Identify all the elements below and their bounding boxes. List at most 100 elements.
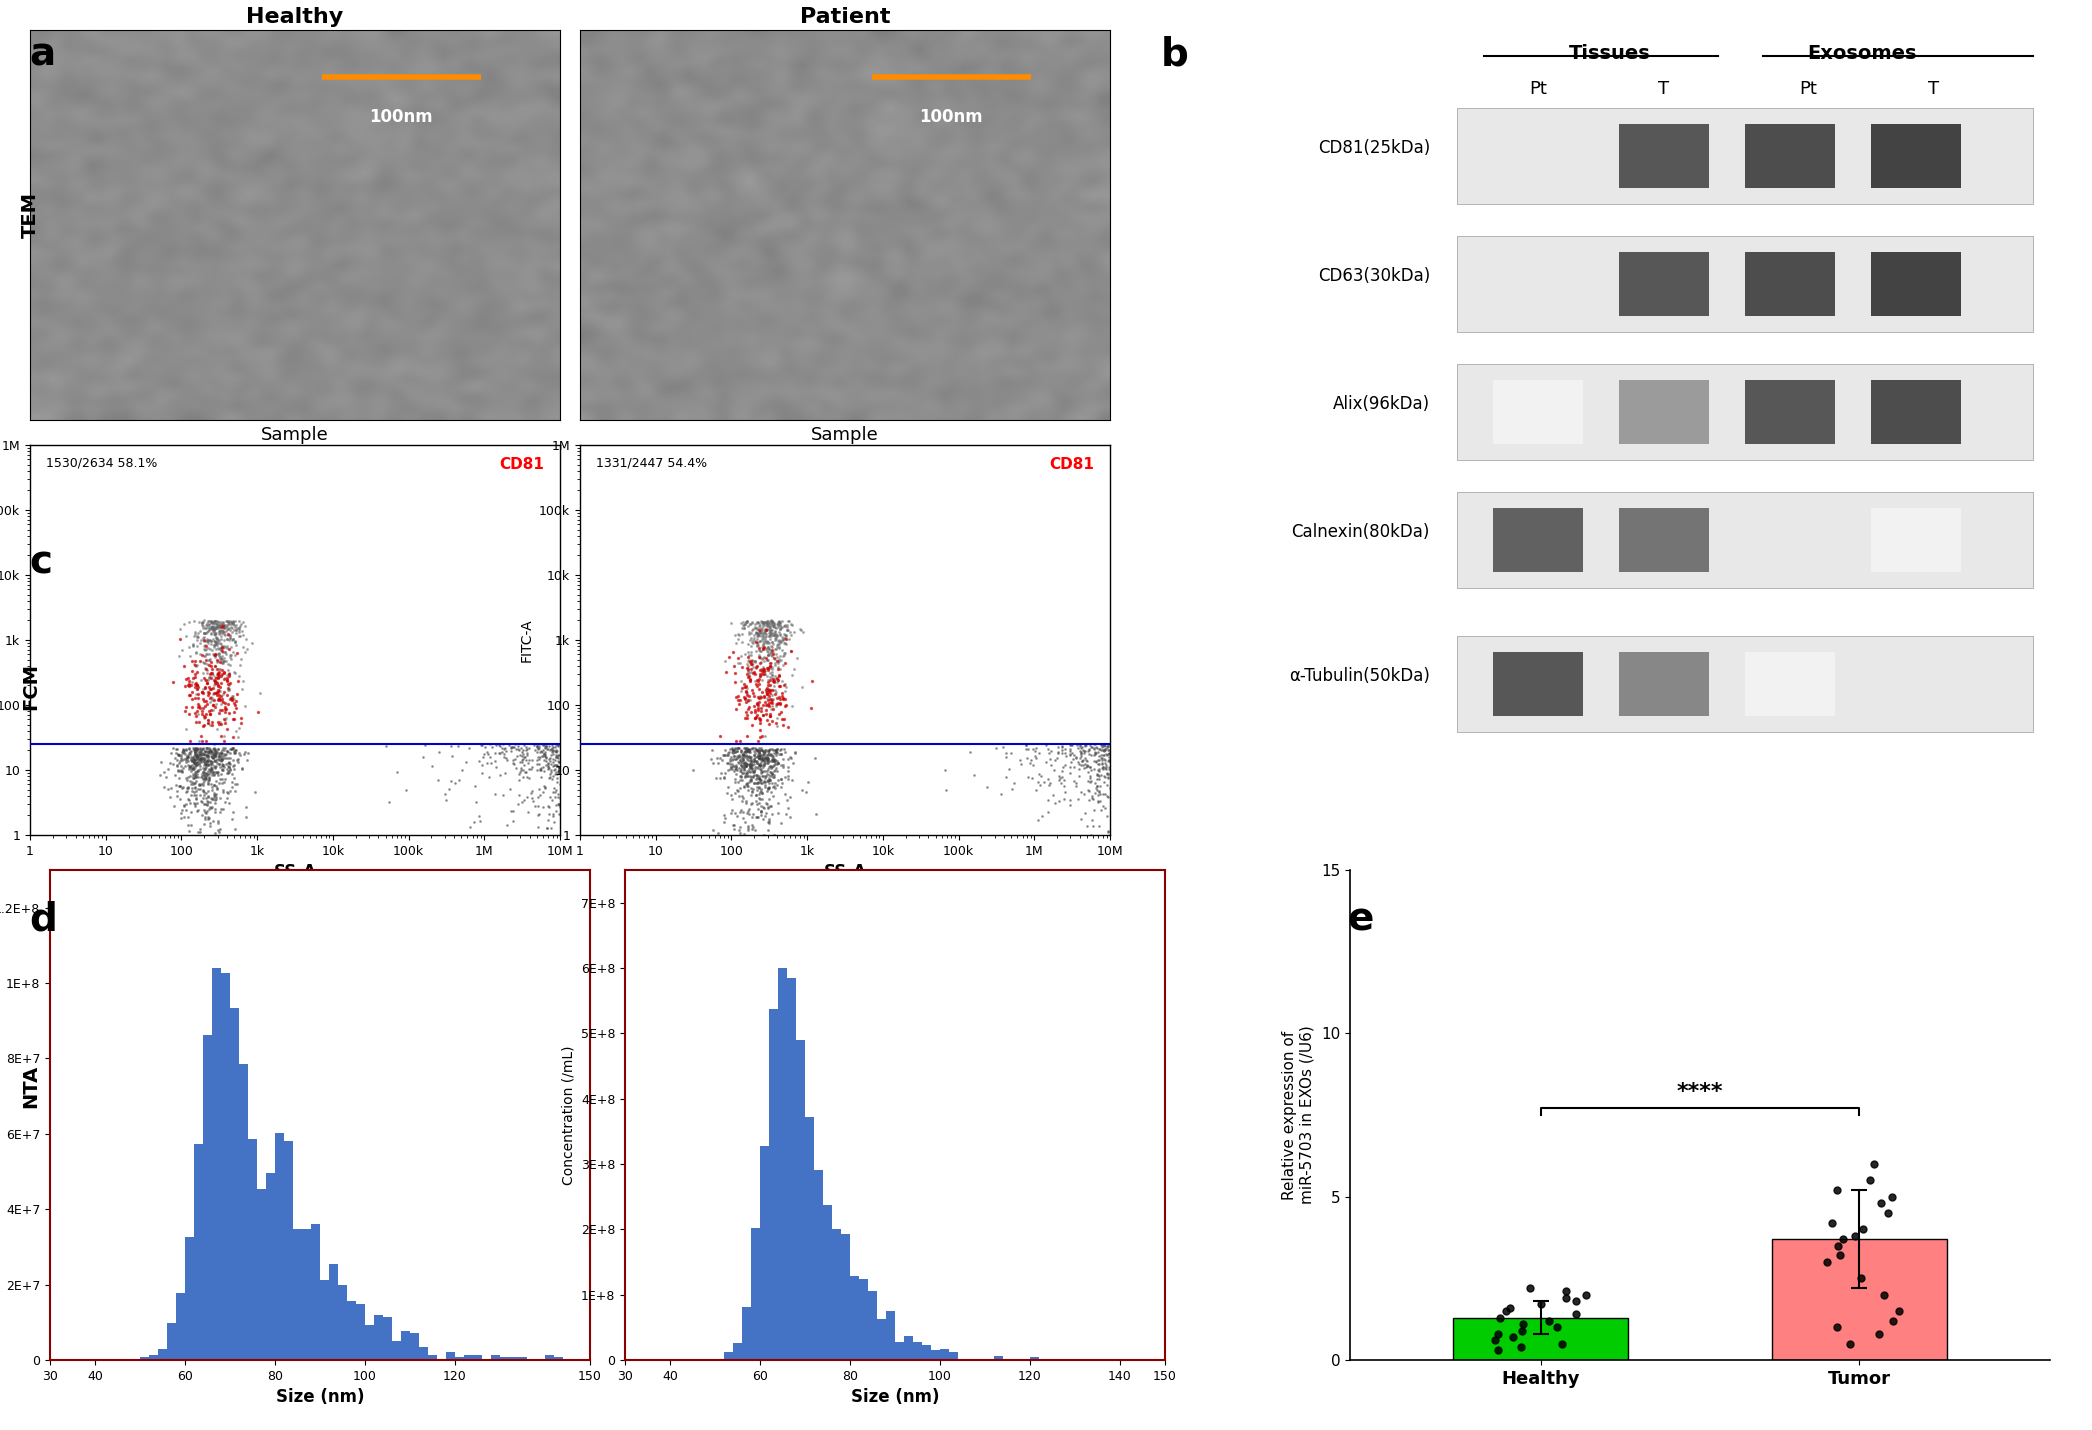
Point [761,759,795,782]
Bar [203,1035,211,1360]
Point [188,792,222,815]
Point [738,746,772,769]
Point [759,682,793,705]
Point [178,792,211,815]
Point [734,745,768,768]
Point [197,742,230,765]
Point [753,623,787,646]
Point [759,615,793,638]
Point [186,638,220,661]
Point [190,749,224,772]
Point [513,758,546,781]
Point [201,642,234,665]
Point [209,781,243,804]
Point [722,628,755,651]
Point [176,749,209,772]
Point [743,672,776,695]
Point [186,615,220,638]
Point [188,621,222,644]
Point [218,741,251,764]
Point [743,623,776,646]
Point [738,664,772,686]
Point [1822,1244,1856,1267]
Point [753,755,787,778]
Point [1084,746,1117,769]
Point [165,776,199,799]
Point [215,688,249,711]
Point [188,768,222,791]
Point [186,629,220,652]
Point [224,625,257,648]
Point [180,742,213,765]
Point [749,609,782,632]
Point [1092,749,1125,772]
Point [207,742,241,765]
Point [180,678,213,701]
Point [207,641,241,664]
Point [218,662,251,685]
Point [772,748,805,771]
Point [199,654,232,676]
Point [741,628,774,651]
Point [761,633,795,656]
Point [218,742,251,765]
Point [741,654,774,676]
Point [1052,794,1086,817]
Point [734,761,768,784]
Point [186,791,220,814]
Point [728,613,761,636]
Point [1010,746,1044,769]
Point [761,792,795,815]
Point [178,779,211,802]
Point [188,616,222,639]
Point [743,745,776,768]
Point [738,805,772,828]
Point [1088,748,1121,771]
Point [1079,776,1113,799]
Point [772,618,805,641]
Point [201,778,234,801]
Point [161,759,195,782]
Point [1042,741,1075,764]
Point [184,644,218,666]
Point [736,655,770,678]
Point [192,702,226,725]
Point [205,742,238,765]
Point [163,628,197,651]
Point [182,692,215,715]
Point [759,626,793,649]
Point [209,618,243,641]
Bar [895,1341,904,1360]
Point [205,671,238,694]
Point [764,688,797,711]
Point [192,807,226,829]
Point [473,734,506,756]
Point [768,626,801,649]
Bar [1619,380,1709,443]
Point [730,611,764,633]
Bar [851,1276,858,1360]
Point [751,689,784,712]
Point [753,749,787,772]
Point [755,613,789,636]
Point [764,645,797,668]
Point [1056,748,1090,771]
Point [176,772,209,795]
Point [699,766,732,789]
Point [190,764,224,786]
Point [226,623,259,646]
Point [1820,1178,1854,1201]
Point [755,795,789,818]
Point [747,629,780,652]
Point [165,739,199,762]
Point [753,692,787,715]
Point [745,752,778,775]
Point [734,738,768,761]
Point [192,616,226,639]
Point [732,744,766,766]
Point [203,745,236,768]
Point [521,758,554,781]
Point [1481,1323,1515,1346]
Point [753,654,787,676]
Point [180,641,213,664]
